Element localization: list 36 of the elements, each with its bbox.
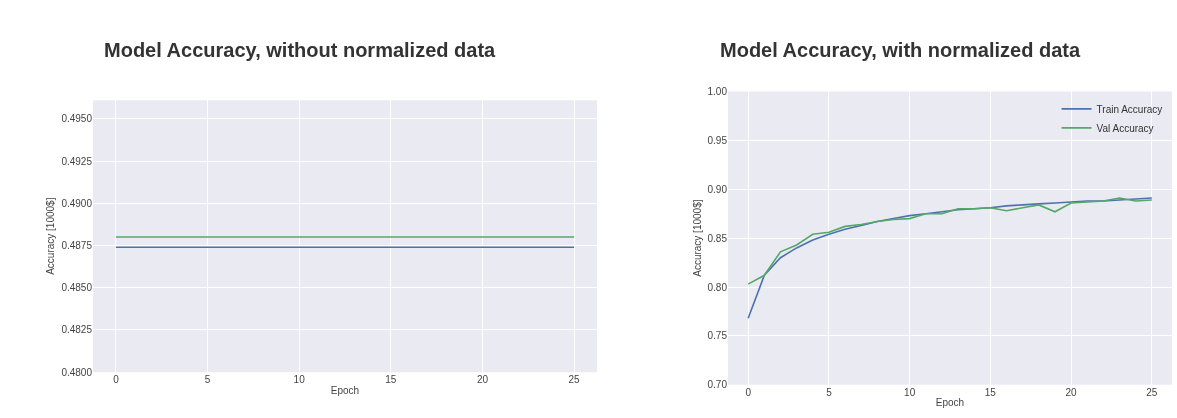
y-tick-label: 0.4925 bbox=[61, 155, 93, 167]
y-tick-label: 0.75 bbox=[707, 330, 728, 342]
chart-title: Model Accuracy, without normalized data bbox=[104, 39, 497, 61]
line-series bbox=[747, 197, 1153, 285]
legend-label: Val Accuracy bbox=[1096, 122, 1154, 134]
x-axis-title: Epoch bbox=[935, 397, 965, 409]
x-tick-label: 15 bbox=[385, 374, 397, 386]
legend-label: Train Accuracy bbox=[1096, 103, 1163, 115]
x-tick-label: 0 bbox=[113, 374, 120, 386]
y-axis-title: Accuracy [1000$] bbox=[691, 199, 703, 277]
x-tick-label: 25 bbox=[1146, 386, 1158, 398]
y-tick-label: 0.4900 bbox=[61, 197, 93, 209]
x-tick-label: 5 bbox=[826, 386, 833, 398]
y-tick-label: 0.4850 bbox=[61, 282, 93, 294]
y-tick-label: 0.4800 bbox=[61, 366, 93, 378]
y-tick-label: 0.4875 bbox=[61, 239, 93, 251]
x-tick-label: 5 bbox=[204, 374, 211, 386]
x-tick-label: 20 bbox=[476, 374, 489, 386]
line-series bbox=[747, 197, 1153, 320]
x-axis-title: Epoch bbox=[330, 384, 360, 396]
x-tick-label: 20 bbox=[1065, 386, 1078, 398]
y-tick-label: 0.95 bbox=[707, 134, 728, 146]
y-tick-label: 0.4825 bbox=[61, 324, 93, 336]
x-tick-label: 0 bbox=[745, 386, 752, 398]
y-tick-label: 0.90 bbox=[707, 183, 728, 195]
chart-title: Model Accuracy, with normalized data bbox=[720, 39, 1081, 61]
y-axis-title: Accuracy [1000$] bbox=[45, 197, 57, 275]
y-tick-label: 1.00 bbox=[707, 85, 728, 97]
x-tick-label: 15 bbox=[984, 386, 997, 398]
y-tick-label: 0.4950 bbox=[61, 113, 93, 125]
y-tick-label: 0.70 bbox=[707, 379, 728, 391]
x-tick-label: 10 bbox=[293, 374, 306, 386]
y-tick-label: 0.80 bbox=[707, 281, 728, 293]
y-tick-label: 0.85 bbox=[707, 232, 728, 244]
x-tick-label: 10 bbox=[904, 386, 916, 398]
x-tick-label: 25 bbox=[568, 374, 581, 386]
